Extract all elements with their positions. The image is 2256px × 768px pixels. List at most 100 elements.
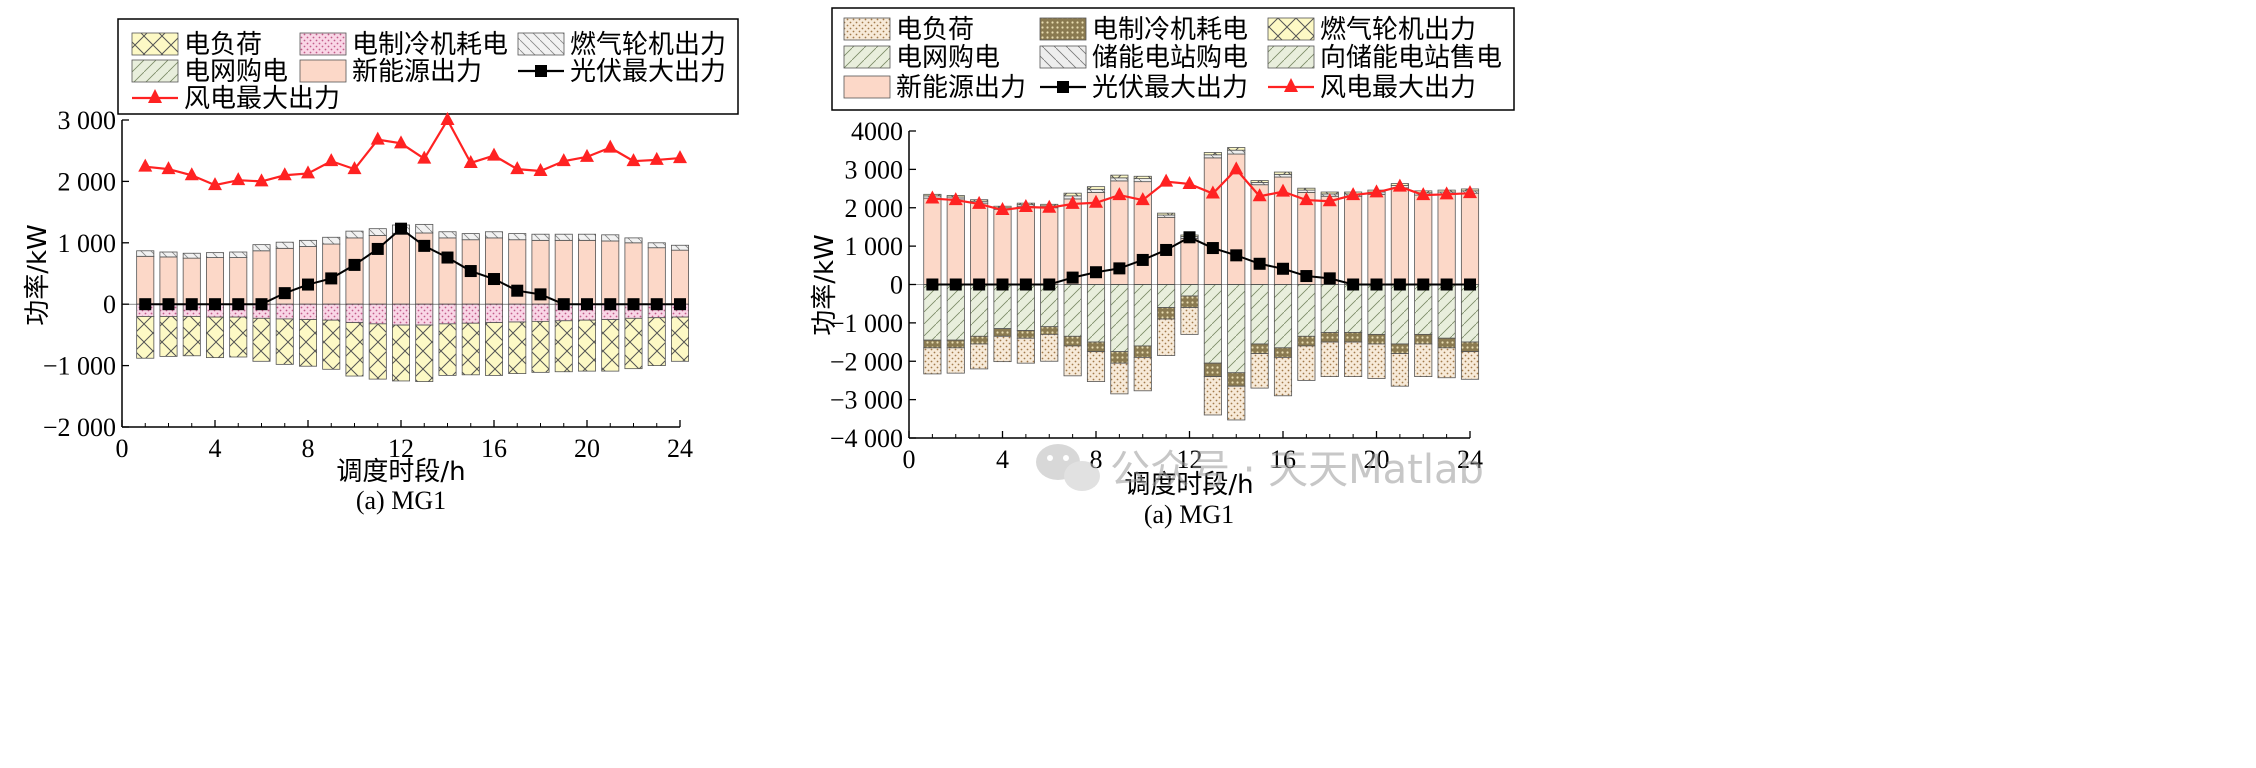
x-tick-label: 24 — [667, 434, 693, 463]
pv-point — [627, 298, 640, 311]
bar-segment — [275, 303, 294, 320]
pv-point — [1090, 266, 1102, 279]
legend-label: 储能电站购电 — [1092, 43, 1248, 73]
bar-segment — [252, 317, 271, 362]
wind-point — [138, 158, 153, 172]
pv-point — [1347, 278, 1360, 291]
bar-segment — [1250, 284, 1269, 345]
bar-segment — [1250, 343, 1269, 354]
bar-segment — [993, 328, 1012, 337]
pv-point — [1417, 278, 1430, 291]
legend-swatch — [1039, 17, 1087, 41]
legend-marker — [1057, 81, 1069, 93]
wind-point — [649, 151, 664, 165]
legend-item: 电制冷机耗电 — [1039, 15, 1248, 45]
bar-segment — [1297, 187, 1316, 191]
bar-segment — [1016, 337, 1035, 364]
bar-segment — [159, 316, 178, 357]
bar-segment — [1437, 193, 1456, 285]
bar-segment — [1250, 180, 1269, 183]
bar-segment — [1390, 353, 1409, 387]
bar-segment — [1320, 332, 1339, 343]
bar-segment — [647, 247, 666, 305]
bar-segment — [554, 233, 573, 241]
pv-point — [1206, 242, 1219, 255]
pv-point — [1464, 278, 1476, 291]
x-tick-label: 12 — [388, 434, 414, 463]
bar-segment — [1320, 284, 1339, 333]
bar-segment — [1063, 345, 1082, 377]
bar-segment — [1110, 177, 1129, 182]
pv-point — [674, 298, 686, 311]
bar-segment — [182, 252, 201, 259]
wind-point — [925, 190, 940, 204]
bar-segment — [970, 335, 989, 345]
y-tick-label: 0 — [103, 290, 116, 319]
watermark-text: 公众号 · 天天Matlab — [1110, 447, 1484, 493]
bar-segment — [670, 249, 690, 305]
bar-segment — [1273, 171, 1293, 175]
pv-point — [557, 298, 570, 311]
bar-segment — [1460, 351, 1480, 380]
bar-segment — [1437, 337, 1456, 349]
legend-swatch — [517, 32, 565, 56]
bar-segment — [322, 236, 341, 245]
legend-swatch — [131, 59, 179, 83]
wind-point — [673, 150, 687, 164]
wind-point — [1439, 186, 1454, 200]
bar-segment — [1016, 330, 1035, 339]
bar-segment — [577, 233, 597, 241]
pv-point — [185, 298, 198, 311]
legend-item: 新能源出力 — [299, 57, 482, 87]
legend-label: 风电最大出力 — [1320, 73, 1476, 103]
bar-segment — [1040, 333, 1059, 362]
chart-caption: (a) MG1 — [356, 486, 446, 515]
legend-label: 电负荷 — [184, 30, 262, 60]
bar-segment — [970, 343, 989, 370]
bar-segment — [1180, 295, 1199, 308]
bar-segment — [508, 303, 527, 323]
y-tick-label: −1 000 — [830, 309, 903, 338]
bar-segment — [1460, 341, 1480, 353]
bar-segment — [1110, 284, 1129, 353]
legend-swatch — [843, 17, 891, 41]
bar-segment — [1460, 284, 1480, 343]
bar-segment — [1344, 341, 1363, 377]
bar-segment — [1110, 362, 1129, 395]
bar-segment — [461, 233, 480, 241]
wind-point — [1135, 192, 1150, 206]
pv-point — [255, 298, 268, 311]
bar-segment — [554, 320, 573, 373]
wind-point — [487, 147, 501, 161]
wind-max-line — [932, 167, 1471, 212]
pv-point — [1253, 257, 1266, 270]
legend-label: 新能源出力 — [352, 57, 482, 87]
legend-label: 燃气轮机出力 — [1320, 15, 1476, 45]
bar-segment — [345, 303, 364, 324]
bar-segment — [345, 230, 364, 239]
legend-item: 风电最大出力 — [132, 84, 340, 114]
bar-segment — [438, 231, 457, 239]
watermark: 公众号 · 天天Matlab — [1036, 444, 1484, 493]
wind-point — [1252, 188, 1267, 202]
wind-point — [1299, 192, 1314, 206]
bar-segment — [554, 239, 573, 305]
bar-segment — [1367, 343, 1386, 379]
bar-segment — [647, 317, 666, 367]
y-tick-label: 3 000 — [845, 155, 904, 184]
legend-item: 电网购电 — [843, 43, 1000, 73]
bar-segment — [1133, 345, 1152, 358]
bar-segment — [391, 303, 411, 326]
x-tick-label: 16 — [1270, 445, 1296, 474]
pv-point — [604, 298, 617, 311]
x-tick-label: 24 — [1457, 445, 1483, 474]
pv-point — [1370, 278, 1383, 291]
bar-segment — [1297, 284, 1316, 337]
legend-swatch — [299, 59, 347, 83]
x-tick-label: 20 — [1364, 445, 1390, 474]
bar-segment — [601, 319, 620, 372]
bar-segment — [993, 208, 1012, 285]
bar-segment — [1273, 347, 1293, 358]
bar-segment — [229, 316, 248, 358]
